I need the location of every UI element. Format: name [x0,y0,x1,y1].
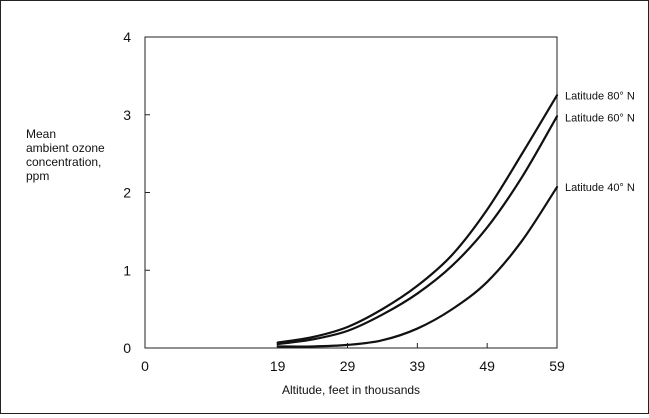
x-tick-label: 29 [340,358,356,374]
x-axis-label: Altitude, feet in thousands [282,383,420,397]
series-label: Latitude 40° N [565,182,635,194]
y-axis-label-line-4: ppm [26,169,49,183]
x-tick-label: 19 [270,358,286,374]
x-axis-ticks: 0 19 29 39 49 59 [141,343,565,374]
y-axis-label-line-1: Mean [26,127,56,141]
series-lines [276,94,559,348]
series-label: Latitude 80° N [565,90,635,102]
y-tick-label: 4 [123,29,131,45]
y-axis-ticks: 0 1 2 3 4 [123,29,150,356]
y-tick-label: 3 [123,107,131,123]
y-axis-label-line-3: concentration, [26,155,101,169]
series-line [276,94,559,344]
y-tick-label: 2 [123,185,131,201]
plot-area [144,36,558,349]
y-tick-label: 1 [123,262,131,278]
series-line [276,115,559,346]
x-tick-label: 49 [479,358,495,374]
series-line [276,185,559,348]
series-labels: Latitude 80° N Latitude 60° N Latitude 40°… [565,90,635,194]
x-tick-label: 59 [549,358,565,374]
x-tick-label: 39 [410,358,426,374]
y-axis-label-line-2: ambient ozone [26,141,105,155]
series-label: Latitude 60° N [565,112,635,124]
x-tick-label: 0 [141,358,149,374]
y-axis-label: Mean ambient ozone concentration, ppm [26,127,105,183]
y-tick-label: 0 [123,340,131,356]
